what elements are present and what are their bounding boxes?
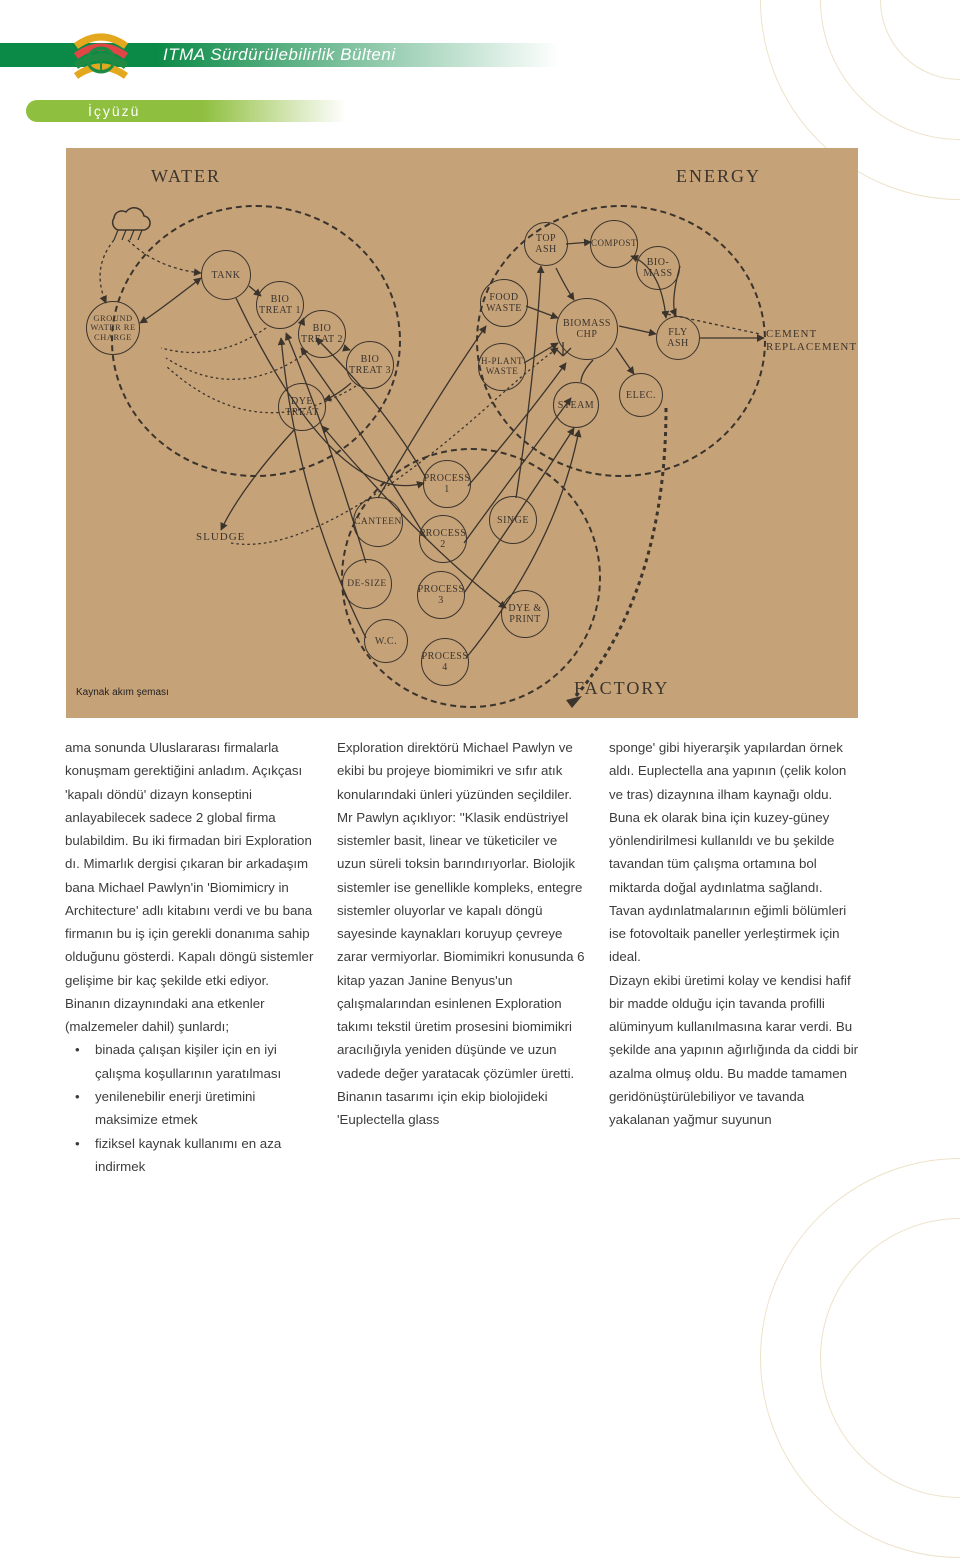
node-dyetreat: DYE TREAT	[278, 383, 326, 431]
section-water: WATER	[151, 166, 221, 187]
list-item: fiziksel kaynak kullanımı en aza indirme…	[65, 1132, 315, 1179]
group-water	[111, 205, 401, 477]
node-singe: SINGE	[489, 496, 537, 544]
node-p2: PROCESS 2	[419, 515, 467, 563]
para: Exploration direktörü Michael Pawlyn ve …	[337, 736, 587, 1132]
node-topash: TOP ASH	[524, 222, 568, 266]
node-foodwaste: FOOD WASTE	[480, 279, 528, 327]
para: Buna ek olarak bina için kuzey-güney yön…	[609, 806, 859, 969]
flow-diagram: WATER ENERGY FACTORY Kaynak akım şeması …	[66, 148, 858, 718]
node-bio2: BIO TREAT 2	[298, 310, 346, 358]
node-p4: PROCESS 4	[421, 638, 469, 686]
node-desize: DE-SIZE	[342, 559, 392, 609]
diagram-caption: Kaynak akım şeması	[76, 687, 169, 698]
node-p1: PROCESS 1	[423, 460, 471, 508]
node-flyash: FLY ASH	[656, 316, 700, 360]
para: ama sonunda Uluslararası firmalarla konu…	[65, 736, 315, 1038]
node-ground: GROUND WATER RE CHARGE	[86, 301, 140, 355]
column-1: ama sonunda Uluslararası firmalarla konu…	[65, 736, 315, 1178]
node-compost: COMPOST	[590, 220, 638, 268]
article-columns: ama sonunda Uluslararası firmalarla konu…	[65, 736, 859, 1178]
node-bio3: BIO TREAT 3	[346, 341, 394, 389]
section-energy: ENERGY	[676, 166, 761, 187]
column-3: sponge' gibi hiyerarşik yapılardan örnek…	[609, 736, 859, 1178]
node-p3: PROCESS 3	[417, 571, 465, 619]
page-title: ITMA Sürdürülebilirlik Bülteni	[163, 43, 396, 67]
node-wc: W.C.	[364, 619, 408, 663]
cloud-icon	[104, 200, 154, 228]
node-dyeprint: DYE & PRINT	[501, 590, 549, 638]
para: Dizayn ekibi üretimi kolay ve kendisi ha…	[609, 969, 859, 1132]
node-bio1: BIO TREAT 1	[256, 281, 304, 329]
subheader-bar: İçyüzü	[26, 100, 346, 122]
node-biomasschp: BIOMASS CHP	[556, 298, 618, 360]
label-cement: CEMENT REPLACEMENT	[766, 328, 856, 354]
list-item: yenilenebilir enerji üretimini maksimize…	[65, 1085, 315, 1132]
node-biomass: BIO-MASS	[636, 246, 680, 290]
itma-logo	[68, 22, 134, 88]
node-tank: TANK	[201, 250, 251, 300]
node-hplant: H-PLANT WASTE	[478, 343, 526, 391]
node-elec: ELEC.	[619, 373, 663, 417]
label-sludge: SLUDGE	[196, 531, 245, 544]
node-steam: STEAM	[553, 382, 599, 428]
para: sponge' gibi hiyerarşik yapılardan örnek…	[609, 736, 859, 806]
node-canteen: CANTEEN	[353, 497, 403, 547]
list-item: binada çalışan kişiler için en iyi çalış…	[65, 1038, 315, 1085]
subheader-text: İçyüzü	[88, 103, 140, 119]
section-factory: FACTORY	[574, 678, 669, 699]
column-2: Exploration direktörü Michael Pawlyn ve …	[337, 736, 587, 1178]
